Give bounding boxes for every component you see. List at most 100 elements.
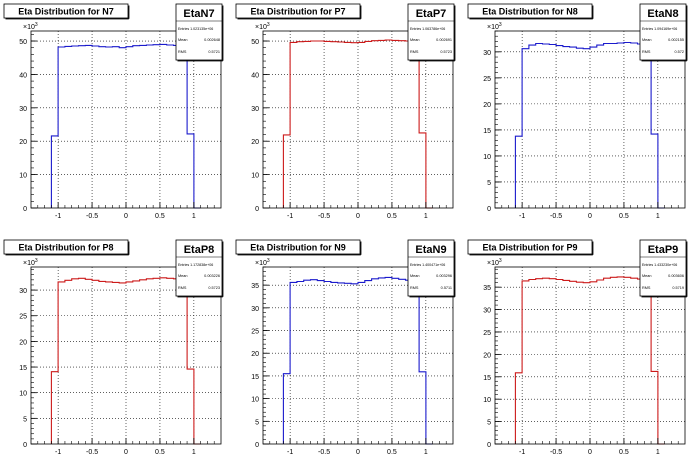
title-box [3,3,129,19]
stats-mean-value: 0.003226 [204,274,220,278]
stats-mean-label: Mean [178,38,188,42]
chart-title: Eta Distribution for N7 [18,7,114,17]
histogram-line [514,276,665,445]
y-tick-label: 5 [487,180,491,187]
y-exponent-label: ×103 [255,258,270,267]
stats-name: EtaP9 [648,244,679,256]
x-tick-label: 1 [192,213,196,220]
stats-mean-label: Mean [642,274,652,278]
stats-box [175,3,223,61]
stats-mean-value: 0.003606 [668,274,684,278]
stats-rms-value: 0.5723 [208,286,220,290]
stats-rms-value: 0.5719 [672,286,684,290]
y-tick-label: 15 [483,375,491,382]
stats-rms-value: 0.5711 [441,286,452,290]
stats-rms-value: 0.5723 [440,50,452,54]
stats-rms-label: RMS [178,286,187,290]
chart-title: Eta Distribution for P8 [18,243,113,253]
y-tick-label: 20 [19,339,27,346]
chart-title: Eta Distribution for N8 [482,7,578,17]
x-tick-label: -1 [287,213,293,220]
stats-rms-value: 0.572 [674,50,684,54]
x-tick-label: 0.5 [619,449,629,456]
y-tick-label: 20 [251,351,259,358]
x-tick-label: -1 [519,449,525,456]
y-tick-label: 5 [255,419,259,426]
x-tick-label: 1 [424,449,428,456]
stats-box [639,239,687,297]
y-exponent-label: ×103 [23,22,38,31]
x-tick-label: 0 [356,213,360,220]
y-tick-label: 10 [251,173,259,180]
y-tick-label: 50 [251,39,259,46]
x-tick-label: 1 [656,213,660,220]
x-tick-label: 0.5 [155,449,165,456]
y-tick-label: 35 [251,283,259,290]
stats-rms-label: RMS [410,50,419,54]
x-tick-label: 0.5 [619,213,629,220]
stats-rms-label: RMS [642,286,651,290]
histogram-line [282,276,433,445]
x-tick-label: 0 [124,449,128,456]
stats-mean-label: Mean [642,38,652,42]
y-tick-label: 20 [483,102,491,109]
x-tick-label: 0 [124,213,128,220]
y-tick-label: 0 [255,206,259,213]
y-exponent-label: ×103 [487,258,502,267]
y-tick-label: 5 [23,416,27,423]
stats-rms-label: RMS [178,50,187,54]
x-tick-label: -1 [287,449,293,456]
x-tick-label: 0.5 [155,213,165,220]
y-tick-label: 20 [19,139,27,146]
y-tick-label: 30 [251,306,259,313]
histogram-panel-5: 0 5 10 15 20 25 30 35 -1 -0.5 0 0.5 1 ×103 Eta Distrib… [235,239,456,456]
histogram-panel-3: 0 5 10 15 20 25 30 -1 -0.5 0 0.5 1 ×103 Eta Distribut… [467,3,688,220]
stats-mean-label: Mean [410,38,420,42]
y-tick-label: 40 [251,72,259,79]
x-tick-label: -0.5 [550,213,562,220]
y-tick-label: 20 [251,139,259,146]
y-tick-label: 15 [251,374,259,381]
histogram-line [50,43,201,209]
stats-entries: Entries 1.094169e+06 [642,27,677,31]
y-tick-label: 5 [487,420,491,427]
y-exponent-label: ×103 [487,22,502,31]
y-tick-label: 30 [19,288,27,295]
x-tick-label: -0.5 [318,213,330,220]
stats-mean-value: 0.003296 [436,274,452,278]
y-tick-label: 0 [255,442,259,449]
stats-box [639,3,687,61]
x-tick-label: -1 [55,449,61,456]
stats-entries: Entries 1.023135e+06 [178,27,213,31]
title-box [467,239,593,255]
x-tick-label: 1 [192,449,196,456]
stats-rms-label: RMS [410,286,419,290]
y-tick-label: 30 [19,106,27,113]
y-exponent-label: ×103 [23,258,38,267]
x-tick-label: 0 [588,213,592,220]
y-tick-label: 10 [483,154,491,161]
stats-entries: Entries 1.063786e+06 [410,27,445,31]
x-tick-label: -0.5 [550,449,562,456]
stats-mean-value: 0.002648 [204,38,220,42]
y-tick-label: 25 [483,76,491,83]
stats-name: EtaN9 [415,244,446,256]
stats-entries: Entries 1.400471e+06 [410,263,445,267]
stats-box [175,239,223,297]
stats-entries: Entries 1.433230e+06 [642,263,677,267]
stats-name: EtaP8 [184,244,215,256]
x-tick-label: -0.5 [86,449,98,456]
histogram-line [50,277,201,445]
y-tick-label: 0 [487,206,491,213]
y-tick-label: 30 [251,106,259,113]
x-tick-label: -1 [519,213,525,220]
y-tick-label: 10 [19,391,27,398]
title-box [467,3,593,19]
x-tick-label: -1 [55,213,61,220]
chart-title: Eta Distribution for P7 [250,7,345,17]
stats-mean-label: Mean [410,274,420,278]
y-tick-label: 30 [483,308,491,315]
y-tick-label: 25 [483,330,491,337]
histogram-panel-4: 0 5 10 15 20 25 30 -1 -0.5 0 0.5 1 ×103 Eta Distribut… [3,239,224,456]
